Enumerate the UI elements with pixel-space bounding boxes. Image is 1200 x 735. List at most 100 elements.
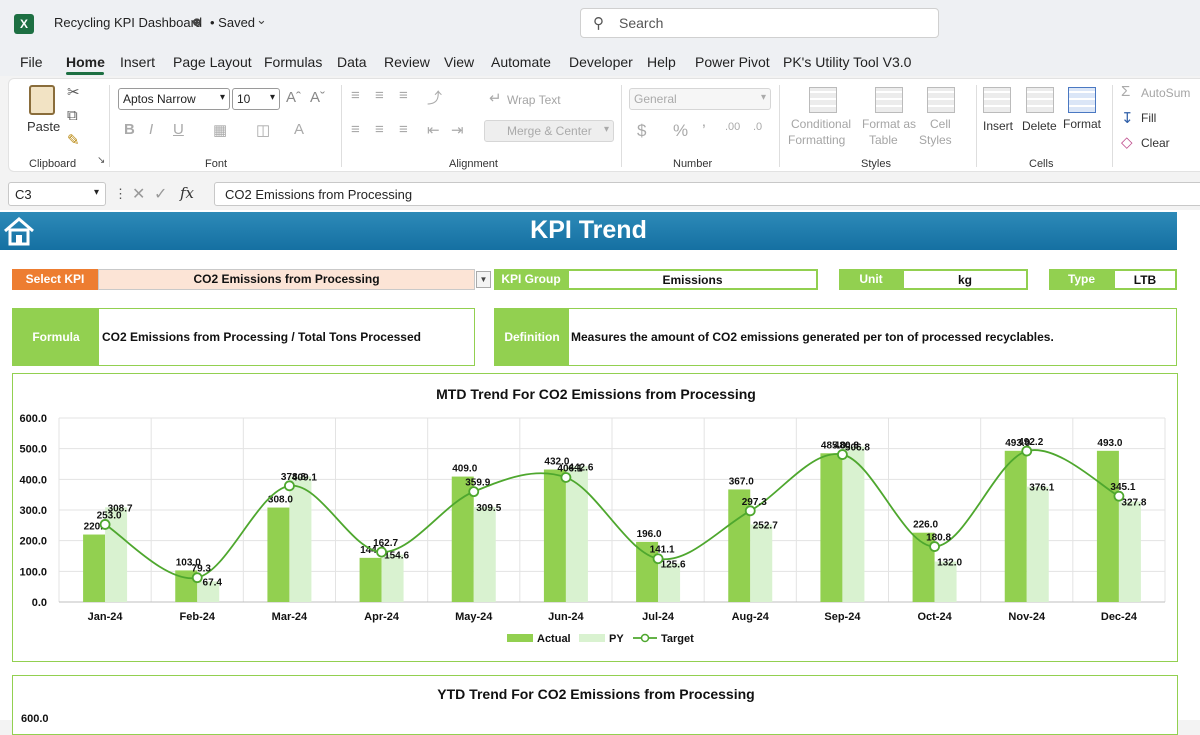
tab-help[interactable]: Help: [647, 54, 676, 70]
align-bottom-icon[interactable]: ≡: [399, 87, 408, 104]
borders-icon[interactable]: ▦: [213, 122, 228, 139]
format-cells-icon[interactable]: [1068, 87, 1096, 113]
grow-font-icon[interactable]: Aˆ: [286, 89, 301, 106]
percent-icon[interactable]: %: [673, 121, 689, 140]
share-user-icon[interactable]: ☻: [190, 14, 204, 29]
tab-home[interactable]: Home: [66, 54, 105, 70]
autosum-button[interactable]: AutoSum: [1141, 86, 1191, 100]
copy-icon[interactable]: ⧉: [67, 107, 78, 124]
select-kpi-cell[interactable]: CO2 Emissions from Processing: [98, 269, 475, 290]
more-options-icon[interactable]: ⋮: [114, 186, 127, 201]
clear-button[interactable]: Clear: [1141, 136, 1170, 150]
font-size-select[interactable]: 10 ▾: [232, 88, 280, 110]
chevron-down-icon[interactable]: ⌄: [256, 12, 267, 27]
align-center-icon[interactable]: ≡: [375, 121, 384, 138]
formula-label: Formula: [13, 309, 99, 365]
comma-style-icon[interactable]: ’: [702, 121, 706, 140]
x-tick-label: Sep-24: [824, 611, 861, 623]
autosum-icon[interactable]: Σ: [1121, 83, 1131, 100]
group-separator: [621, 85, 622, 167]
format-cells-button[interactable]: Format: [1063, 117, 1102, 131]
cell-styles-icon[interactable]: [927, 87, 955, 113]
fill-color-icon[interactable]: ◫: [256, 122, 271, 139]
page-title: KPI Trend: [530, 216, 647, 244]
font-name-select[interactable]: Aptos Narrow ▾: [118, 88, 230, 110]
format-as-table-icon[interactable]: [875, 87, 903, 113]
y-tick-label: 200.0: [19, 536, 47, 548]
tab-power-pivot[interactable]: Power Pivot: [695, 54, 770, 70]
fill-icon[interactable]: ↧: [1121, 110, 1134, 127]
conditional-formatting-label-2: Formatting: [788, 133, 846, 147]
formula-box: Formula CO2 Emissions from Processing / …: [12, 308, 475, 366]
merge-center-button[interactable]: Merge & Center ▾: [484, 120, 614, 142]
tab-page-layout[interactable]: Page Layout: [173, 54, 252, 70]
italic-icon[interactable]: I: [149, 121, 154, 138]
formula-input[interactable]: CO2 Emissions from Processing: [214, 182, 1200, 206]
align-top-icon[interactable]: ≡: [351, 87, 360, 104]
tab-formulas[interactable]: Formulas: [264, 54, 323, 70]
bar-py: [750, 524, 773, 602]
currency-icon[interactable]: $: [637, 121, 647, 140]
search-input[interactable]: Search: [619, 15, 664, 31]
align-right-icon[interactable]: ≡: [399, 121, 408, 138]
tab-data[interactable]: Data: [337, 54, 367, 70]
format-as-table-button[interactable]: Format as: [862, 117, 917, 131]
mtd-chart-title: MTD Trend For CO2 Emissions from Process…: [436, 386, 756, 402]
font-color-icon[interactable]: A: [294, 121, 305, 138]
clear-icon[interactable]: ◇: [1121, 134, 1133, 151]
x-tick-label: Mar-24: [272, 611, 308, 623]
tab-automate[interactable]: Automate: [491, 54, 551, 70]
underline-icon[interactable]: U: [173, 121, 184, 138]
bold-icon[interactable]: B: [124, 121, 135, 138]
ytd-y-tick: 600.0: [21, 713, 49, 725]
format-painter-icon[interactable]: ✎: [67, 132, 80, 149]
cancel-icon[interactable]: ✕: [132, 186, 146, 203]
font-name-value: Aptos Narrow: [123, 92, 196, 106]
mtd-chart-plot: 0.0 100.0 200.0 300.0 400.0 500.0 600.0 220.0 30…: [19, 413, 1166, 645]
align-left-icon[interactable]: ≡: [351, 121, 360, 138]
delete-cells-icon[interactable]: [1026, 87, 1054, 113]
chevron-down-icon: ▾: [603, 124, 609, 135]
align-middle-icon[interactable]: ≡: [375, 87, 384, 104]
cell-styles-button[interactable]: Cell: [930, 117, 951, 131]
fill-button[interactable]: Fill: [1141, 111, 1157, 125]
alignment-group-label: Alignment: [449, 158, 498, 170]
delete-cells-button[interactable]: Delete: [1022, 119, 1057, 133]
wrap-text-button[interactable]: Wrap Text: [507, 93, 561, 107]
increase-decimal-icon[interactable]: .00: [725, 121, 741, 133]
paste-button[interactable]: Paste: [27, 119, 61, 134]
orientation-icon[interactable]: ⤴: [427, 90, 443, 107]
decrease-decimal-icon[interactable]: .0: [753, 121, 763, 133]
tab-review[interactable]: Review: [384, 54, 430, 70]
paste-icon[interactable]: [29, 85, 55, 115]
name-box[interactable]: C3 ▾: [8, 182, 106, 206]
clipboard-group-label: Clipboard: [29, 158, 77, 170]
conditional-formatting-button[interactable]: Conditional: [791, 117, 852, 131]
tab-utility-tool[interactable]: PK's Utility Tool V3.0: [783, 54, 912, 70]
shrink-font-icon[interactable]: Aˇ: [310, 89, 325, 106]
cut-icon[interactable]: ✂: [67, 84, 80, 101]
enter-icon[interactable]: ✓: [154, 186, 168, 203]
insert-cells-button[interactable]: Insert: [983, 119, 1014, 133]
point-target: [652, 553, 664, 565]
kpi-dropdown-button[interactable]: ▼: [476, 271, 491, 288]
insert-cells-icon[interactable]: [983, 87, 1011, 113]
tab-view[interactable]: View: [444, 54, 475, 70]
bar-py: [934, 561, 957, 602]
data-label-actual: 432.0: [544, 457, 569, 468]
data-label-py: 442.6: [568, 462, 593, 473]
dialog-launcher-icon[interactable]: ↘: [97, 155, 106, 166]
number-format-select[interactable]: General ▾: [629, 88, 771, 110]
search-box[interactable]: ⚲ Search: [580, 8, 939, 38]
insert-function-icon[interactable]: fx: [180, 184, 195, 202]
conditional-formatting-icon[interactable]: [809, 87, 837, 113]
wrap-text-icon[interactable]: ↵: [489, 90, 502, 107]
increase-indent-icon[interactable]: ⇥: [451, 122, 464, 139]
bar-py: [1026, 486, 1049, 602]
home-icon[interactable]: [3, 216, 35, 246]
decrease-indent-icon[interactable]: ⇤: [427, 122, 440, 139]
tab-developer[interactable]: Developer: [569, 54, 633, 70]
number-group-label: Number: [673, 158, 713, 170]
tab-insert[interactable]: Insert: [120, 54, 156, 70]
tab-file[interactable]: File: [20, 54, 43, 70]
